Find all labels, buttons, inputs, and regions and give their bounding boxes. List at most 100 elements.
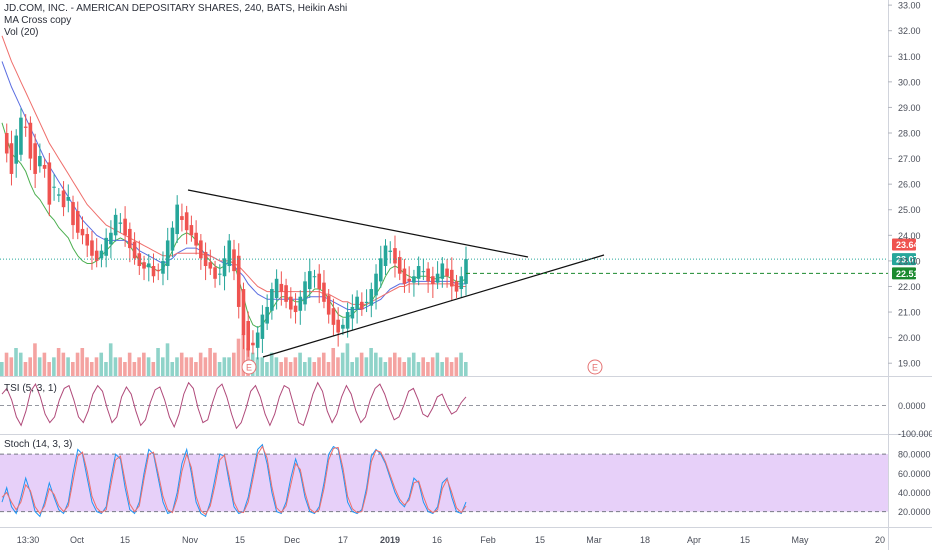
candle-body	[194, 232, 198, 246]
candle-body	[113, 214, 118, 236]
volume-bar	[350, 362, 354, 376]
candle-body	[431, 276, 435, 284]
candle-body	[146, 263, 151, 268]
volume-bar	[402, 362, 407, 376]
candle-body	[298, 296, 303, 311]
candle-body	[232, 249, 236, 272]
volume-bar	[52, 357, 56, 376]
volume-bar	[321, 352, 326, 376]
time-tick-label: 15	[120, 535, 130, 545]
candle-body	[161, 260, 165, 274]
time-tick-label: 15	[535, 535, 545, 545]
volume-bar	[435, 352, 440, 376]
volume-bar	[151, 362, 156, 376]
candle-body	[326, 295, 331, 315]
candle-body	[227, 240, 232, 267]
triangle-pattern[interactable]	[187, 189, 605, 358]
candle-body	[350, 306, 355, 319]
volume-bar	[56, 348, 61, 376]
candle-body	[317, 273, 322, 290]
tsi-pane	[0, 381, 888, 430]
volume-bar	[0, 362, 4, 376]
candle-body	[307, 271, 312, 290]
candle-body	[393, 248, 397, 264]
tsi-legend[interactable]: TSI (5, 3, 1)	[4, 383, 57, 394]
time-tick-label: 18	[640, 535, 650, 545]
earnings-marker-label: E	[246, 363, 252, 373]
stoch-k-line	[1, 443, 467, 518]
volume-bar	[194, 362, 198, 376]
candle-body	[14, 135, 19, 164]
volume-bar	[142, 352, 146, 376]
candle-body	[440, 263, 445, 279]
candle-body	[99, 250, 104, 259]
volume-bar	[374, 352, 378, 376]
candle-body	[388, 250, 393, 252]
symbol-title[interactable]: JD.COM, INC. - AMERICAN DEPOSITARY SHARE…	[4, 3, 348, 14]
price-tick-label: 31.00	[898, 52, 921, 62]
candle-body	[374, 273, 378, 296]
stoch-legend[interactable]: Stoch (14, 3, 3)	[4, 439, 73, 450]
candle-body	[222, 258, 227, 277]
candle-body	[464, 259, 468, 284]
price-tick-label: 22.00	[898, 282, 921, 292]
candle-body	[4, 133, 9, 154]
volume-bar	[165, 343, 170, 376]
candle-body	[180, 216, 184, 220]
price-tick-label: 20.00	[898, 333, 921, 343]
candle-body	[57, 194, 61, 196]
candle-body	[312, 276, 317, 278]
volume-bar	[359, 352, 364, 376]
volume-bar	[4, 352, 9, 376]
price-label-box	[892, 238, 916, 251]
stoch-tick-label: 80.0000	[898, 450, 931, 460]
lower-trendline[interactable]	[262, 254, 605, 358]
price-label-box	[892, 253, 916, 266]
candle-body	[175, 204, 179, 235]
candle-body	[284, 285, 288, 302]
volume-bar	[179, 352, 184, 376]
volume-bar	[312, 362, 317, 376]
volume-bar	[33, 343, 37, 376]
volume-bar	[189, 357, 193, 376]
volume-bar	[411, 352, 416, 376]
earnings-marker[interactable]: E	[587, 359, 603, 375]
candle-body	[123, 218, 127, 236]
candle-body	[402, 268, 407, 284]
volume-bar	[160, 357, 165, 376]
candle-body	[23, 126, 28, 128]
price-tick-label: 23.00	[898, 256, 921, 266]
volume-bar	[47, 362, 51, 376]
indicator-volume[interactable]: Vol (20)	[4, 27, 39, 38]
candle-body	[279, 283, 284, 292]
time-axis: 13:30 Oct 15 Nov 15 Dec 17 2019 16 Feb 15 Mar 18 Apr 1…	[17, 535, 885, 545]
volume-bar	[307, 357, 312, 376]
volume-bar	[255, 357, 260, 376]
candle-body	[19, 117, 23, 155]
volume-bar	[369, 348, 373, 376]
candle-body	[137, 253, 142, 267]
earnings-marker[interactable]: E	[241, 359, 257, 375]
candle-body	[454, 281, 459, 292]
candle-body	[360, 301, 364, 310]
candle-body	[104, 237, 108, 256]
time-tick-label: 16	[432, 535, 442, 545]
candle-body	[364, 301, 369, 304]
candle-body	[85, 234, 90, 246]
volume-bar	[317, 357, 321, 376]
candle-body	[217, 273, 222, 275]
candle-body	[435, 273, 440, 283]
candle-body	[47, 162, 52, 205]
stoch-tick-label: 60.0000	[898, 469, 931, 479]
upper-trendline[interactable]	[187, 189, 529, 258]
price-tick-label: 21.00	[898, 308, 921, 318]
price-label-text: 22.51	[896, 269, 919, 279]
candle-body	[189, 225, 194, 236]
volume-bar	[170, 362, 175, 376]
candle-body	[184, 212, 189, 231]
candle-body	[236, 255, 241, 307]
volume-bar	[127, 352, 132, 376]
indicator-ma-cross[interactable]: MA Cross copy	[4, 15, 72, 26]
candle-body	[270, 289, 274, 311]
